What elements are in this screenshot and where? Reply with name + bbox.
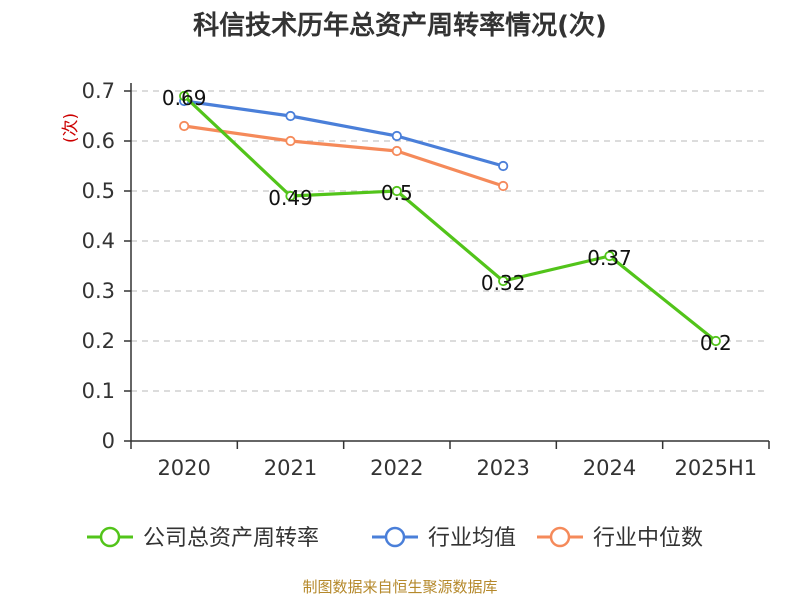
data-point <box>391 145 402 157</box>
y-tick-label: 0.7 <box>82 79 115 103</box>
y-tick-label: 0.1 <box>82 379 115 403</box>
x-tick-label: 2022 <box>370 456 423 480</box>
data-point <box>498 180 509 192</box>
data-point <box>391 130 402 142</box>
legend-marker <box>549 526 571 548</box>
x-tick-label: 2020 <box>157 456 210 480</box>
y-tick-label: 0 <box>102 429 115 453</box>
series-line <box>183 124 504 188</box>
gridlines <box>131 90 769 392</box>
data-point <box>179 120 190 132</box>
x-tick-label: 2025H1 <box>675 456 758 480</box>
y-tick-label: 0.6 <box>82 129 115 153</box>
data-point <box>710 335 721 347</box>
legend-marker <box>99 526 121 548</box>
x-tick-label: 2023 <box>476 456 529 480</box>
data-point <box>285 135 296 147</box>
legend: 公司总资产周转率 行业均值 行业中位数 <box>87 526 703 551</box>
chart-title: 科信技术历年总资产周转率情况(次) <box>193 10 607 41</box>
legend-label: 行业均值 <box>428 526 516 551</box>
y-axis-label: (次) <box>61 113 81 143</box>
series-line <box>183 94 717 343</box>
y-tick-label: 0.4 <box>82 229 115 253</box>
data-point <box>498 160 509 172</box>
axes: 0 0.1 0.2 0.3 0.4 0.5 0.6 0.7 2020 2021 2022 2023 20… <box>82 79 770 480</box>
data-labels: 0.69 0.49 0.5 0.32 0.37 0.2 <box>162 86 732 355</box>
series-line <box>183 99 504 168</box>
series-group <box>179 90 721 347</box>
data-label: 0.2 <box>700 331 732 355</box>
legend-label: 行业中位数 <box>593 526 703 551</box>
data-label: 0.69 <box>162 86 207 110</box>
y-tick-label: 0.2 <box>82 329 115 353</box>
y-tick-label: 0.3 <box>82 279 115 303</box>
data-label: 0.32 <box>481 271 526 295</box>
x-tick-label: 2021 <box>264 456 317 480</box>
data-point <box>179 90 190 102</box>
data-point <box>498 275 509 287</box>
data-label: 0.37 <box>587 246 632 270</box>
legend-label: 公司总资产周转率 <box>143 526 319 551</box>
data-point <box>285 110 296 122</box>
y-tick-label: 0.5 <box>82 179 115 203</box>
legend-marker <box>384 526 406 548</box>
x-tick-label: 2024 <box>583 456 636 480</box>
data-label: 0.5 <box>381 181 413 205</box>
data-point <box>391 185 402 197</box>
data-point <box>285 190 296 202</box>
data-label: 0.49 <box>268 186 313 210</box>
data-point <box>604 250 615 262</box>
source-note: 制图数据来自恒生聚源数据库 <box>302 578 497 596</box>
